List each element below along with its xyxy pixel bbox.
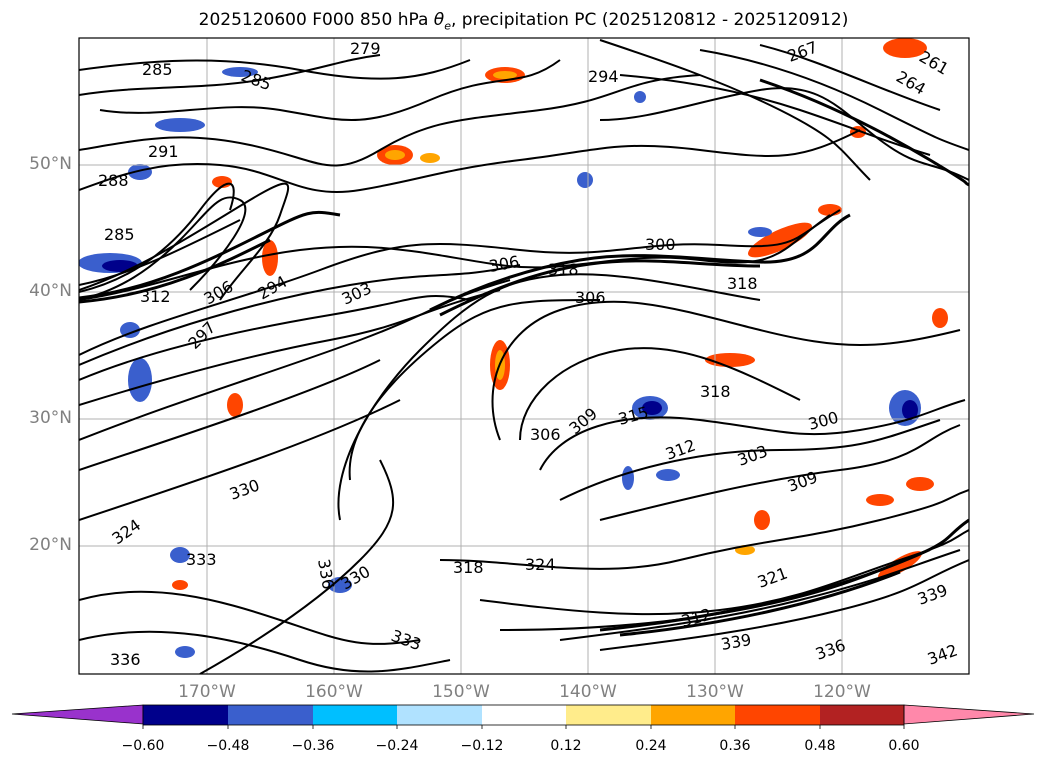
lon-label-140w: 140°W: [559, 682, 617, 702]
colorbar-tick: −0.36: [291, 738, 335, 754]
lon-label-130w: 130°W: [686, 682, 744, 702]
contour-label: 294: [588, 67, 619, 86]
colorbar-bin: [397, 705, 482, 725]
contour-label: 318: [700, 382, 731, 401]
contour-label: 300: [645, 235, 676, 254]
contour-label: 336: [110, 650, 141, 669]
lon-label-160w: 160°W: [305, 682, 363, 702]
title-suffix: , precipitation PC (2025120812 - 2025120…: [450, 10, 849, 30]
colorbar-bin: [313, 705, 397, 725]
colorbar-bin: [735, 705, 820, 725]
colorbar-bin: [651, 705, 735, 725]
colorbar-extend-max: [903, 704, 1035, 725]
contour-label: 312: [140, 287, 171, 306]
colorbar-bin: [482, 705, 566, 725]
contour-label: 288: [98, 171, 129, 190]
map-frame: [78, 37, 970, 675]
lat-label-30n: 30°N: [29, 408, 72, 428]
colorbar-tick: 0.36: [719, 738, 751, 754]
contour-label: 318: [727, 274, 758, 293]
colorbar-tick: 0.24: [635, 738, 667, 754]
lat-label-40n: 40°N: [29, 281, 72, 301]
colorbar: [11, 704, 1035, 729]
contour-label: 306: [530, 425, 561, 444]
colorbar-extend-min: [11, 704, 144, 725]
theta-e-contours: [79, 39, 969, 674]
title-prefix: 2025120600 F000 850 hPa: [198, 10, 434, 30]
colorbar-tick: −0.24: [375, 738, 419, 754]
colorbar-bin: [820, 705, 904, 725]
lon-label-170w: 170°W: [178, 682, 236, 702]
contour-label: 285: [142, 60, 173, 79]
contour-label: 318: [548, 260, 579, 279]
lon-label-120w: 120°W: [813, 682, 871, 702]
colorbar-bin: [566, 705, 651, 725]
lat-label-50n: 50°N: [29, 154, 72, 174]
contour-label: 279: [350, 39, 381, 58]
colorbar-tick: −0.60: [121, 738, 165, 754]
contour-label: 291: [148, 142, 179, 161]
colorbar-frame: [142, 704, 905, 726]
contour-label: 318: [453, 558, 484, 577]
contour-label: 324: [525, 555, 556, 574]
colorbar-tick: −0.48: [206, 738, 250, 754]
theta-subscript: e: [444, 19, 451, 33]
theta-symbol: θ: [433, 10, 445, 30]
contour-bundle: [79, 78, 969, 637]
contour-label: 333: [186, 550, 217, 569]
colorbar-bin: [228, 705, 313, 725]
colorbar-tick: 0.60: [888, 738, 920, 754]
colorbar-tick: −0.12: [460, 738, 504, 754]
colorbar-tick: 0.12: [550, 738, 582, 754]
lon-label-150w: 150°W: [432, 682, 490, 702]
map-plot-area: [79, 38, 969, 674]
contour-label: 306: [575, 288, 606, 307]
contour-label: 285: [104, 225, 135, 244]
map-title: 2025120600 F000 850 hPa θe, precipitatio…: [0, 10, 1047, 32]
colorbar-tick: 0.48: [804, 738, 836, 754]
lat-label-20n: 20°N: [29, 535, 72, 555]
colorbar-bin: [143, 705, 228, 725]
